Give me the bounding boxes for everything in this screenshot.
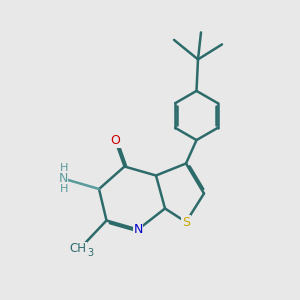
Text: H: H [60,163,69,173]
Text: O: O [111,134,120,148]
Text: N: N [58,172,68,185]
Text: 3: 3 [87,248,93,259]
Text: S: S [182,215,190,229]
Text: CH: CH [70,242,86,256]
Text: H: H [60,184,69,194]
Text: N: N [133,223,143,236]
